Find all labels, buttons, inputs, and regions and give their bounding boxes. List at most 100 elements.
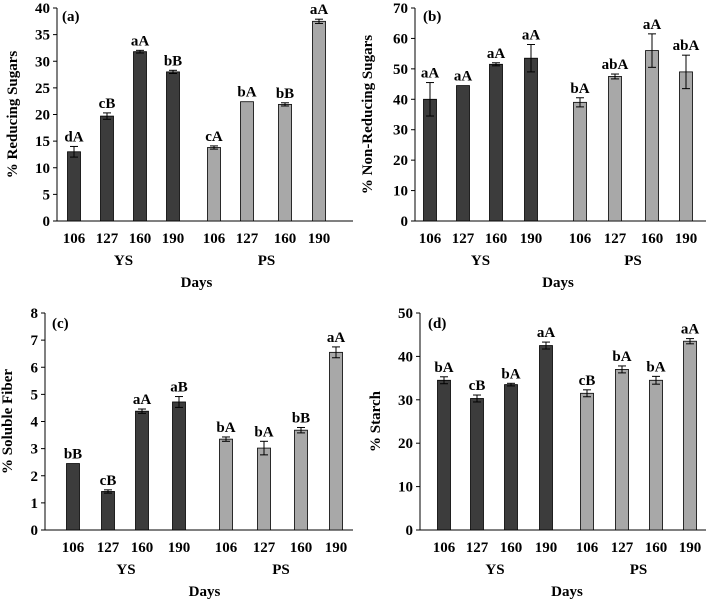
x-tick-label: 127	[611, 540, 634, 556]
bar-ys-106	[437, 379, 451, 531]
y-tick-label: 30	[398, 393, 413, 409]
group-label-ps: PS	[624, 253, 642, 269]
x-tick-label: 127	[604, 231, 627, 247]
bar-ys-160	[133, 51, 147, 222]
bar-ys-106	[423, 98, 437, 222]
data-label: dA	[64, 129, 83, 145]
x-axis-title: Days	[189, 584, 221, 600]
x-axis-title: Days	[542, 275, 574, 291]
y-tick-label: 2	[31, 469, 39, 485]
data-label: cB	[100, 473, 117, 489]
bar-ps-190	[683, 340, 697, 531]
y-tick-label: 70	[393, 1, 408, 17]
y-tick-label: 15	[35, 134, 50, 150]
x-tick-label: 106	[419, 231, 442, 247]
y-tick-label: 8	[31, 306, 39, 322]
data-label: bA	[434, 360, 453, 376]
data-label: aA	[310, 2, 329, 18]
bar-ys-127	[470, 398, 484, 531]
data-label: bA	[254, 424, 273, 440]
x-tick-label: 190	[325, 540, 348, 556]
data-label: aA	[327, 330, 346, 346]
x-tick-label: 160	[290, 540, 313, 556]
y-tick-label: 7	[31, 333, 39, 349]
data-label: bA	[501, 366, 520, 382]
panel-label: (a)	[62, 9, 80, 25]
y-tick-label: 30	[35, 54, 50, 70]
x-tick-label: 160	[500, 540, 523, 556]
y-tick-label: 1	[31, 496, 39, 512]
bar-ps-160	[278, 103, 292, 222]
group-label-ps: PS	[630, 562, 648, 578]
y-tick-label: 50	[398, 306, 413, 322]
chart-panel-4: 0 10 20 30 40 50 % Starch (d) bA 106 cB 127 bA 160 aA 1…	[368, 306, 706, 600]
data-label: bA	[216, 420, 235, 436]
y-tick-label: 6	[31, 360, 39, 376]
data-label: aA	[421, 66, 440, 82]
y-tick-label: 0	[401, 214, 409, 230]
bar-ys-160	[504, 384, 518, 531]
data-label: bA	[646, 359, 665, 375]
x-tick-label: 106	[215, 540, 238, 556]
bar-ps-190	[329, 351, 343, 531]
x-tick-label: 160	[641, 231, 664, 247]
x-axis-title: Days	[181, 275, 213, 291]
y-tick-label: 60	[393, 31, 408, 47]
panel-label: (b)	[423, 9, 441, 25]
x-tick-label: 190	[679, 540, 702, 556]
x-tick-label: 190	[308, 231, 331, 247]
x-tick-label: 160	[131, 540, 154, 556]
x-tick-label: 190	[520, 231, 543, 247]
data-label: abA	[673, 38, 700, 54]
group-label-ys: YS	[116, 562, 135, 578]
data-label: aA	[643, 17, 662, 33]
group-label-ys: YS	[485, 562, 504, 578]
data-label: bB	[292, 410, 310, 426]
bar-ys-106	[66, 463, 80, 531]
data-label: aA	[522, 28, 541, 44]
bar-ps-106	[580, 392, 594, 531]
bar-ps-127	[615, 369, 629, 531]
bar-ps-160	[649, 379, 663, 531]
y-tick-label: 5	[43, 187, 51, 203]
x-tick-label: 106	[576, 540, 599, 556]
x-tick-label: 106	[63, 231, 86, 247]
x-tick-label: 160	[485, 231, 508, 247]
bar-ys-160	[489, 63, 503, 222]
y-tick-label: 35	[35, 28, 50, 44]
group-label-ps: PS	[258, 253, 276, 269]
x-tick-label: 127	[97, 540, 120, 556]
bar-ys-127	[100, 115, 114, 222]
panel-label: (c)	[52, 316, 69, 332]
y-tick-label: 25	[35, 81, 50, 97]
group-label-ps: PS	[272, 562, 290, 578]
x-tick-label: 127	[452, 231, 475, 247]
x-tick-label: 160	[129, 231, 152, 247]
bar-ys-127	[456, 85, 470, 222]
bar-ys-106	[67, 151, 81, 222]
data-label: aA	[133, 392, 152, 408]
bar-ys-127	[101, 491, 115, 531]
y-tick-label: 10	[398, 480, 413, 496]
bar-ps-127	[608, 76, 622, 222]
y-tick-label: 10	[35, 161, 50, 177]
y-axis-title: % Reducing Sugars	[5, 51, 21, 179]
data-label: aB	[170, 380, 188, 396]
y-tick-label: 50	[393, 62, 408, 78]
x-tick-label: 127	[466, 540, 489, 556]
x-tick-label: 106	[203, 231, 226, 247]
x-tick-label: 106	[433, 540, 456, 556]
data-label: abA	[602, 57, 629, 73]
y-tick-label: 40	[393, 92, 408, 108]
x-tick-label: 127	[253, 540, 276, 556]
data-label: bB	[276, 86, 294, 102]
x-tick-label: 190	[675, 231, 698, 247]
x-tick-label: 106	[62, 540, 85, 556]
bar-ps-127	[240, 101, 254, 222]
bar-ps-106	[207, 147, 221, 222]
x-tick-label: 127	[236, 231, 259, 247]
x-tick-label: 127	[96, 231, 119, 247]
bar-ys-190	[524, 57, 538, 222]
data-label: bB	[64, 447, 82, 463]
y-axis-title: % Non-Reducing Sugars	[360, 35, 376, 194]
